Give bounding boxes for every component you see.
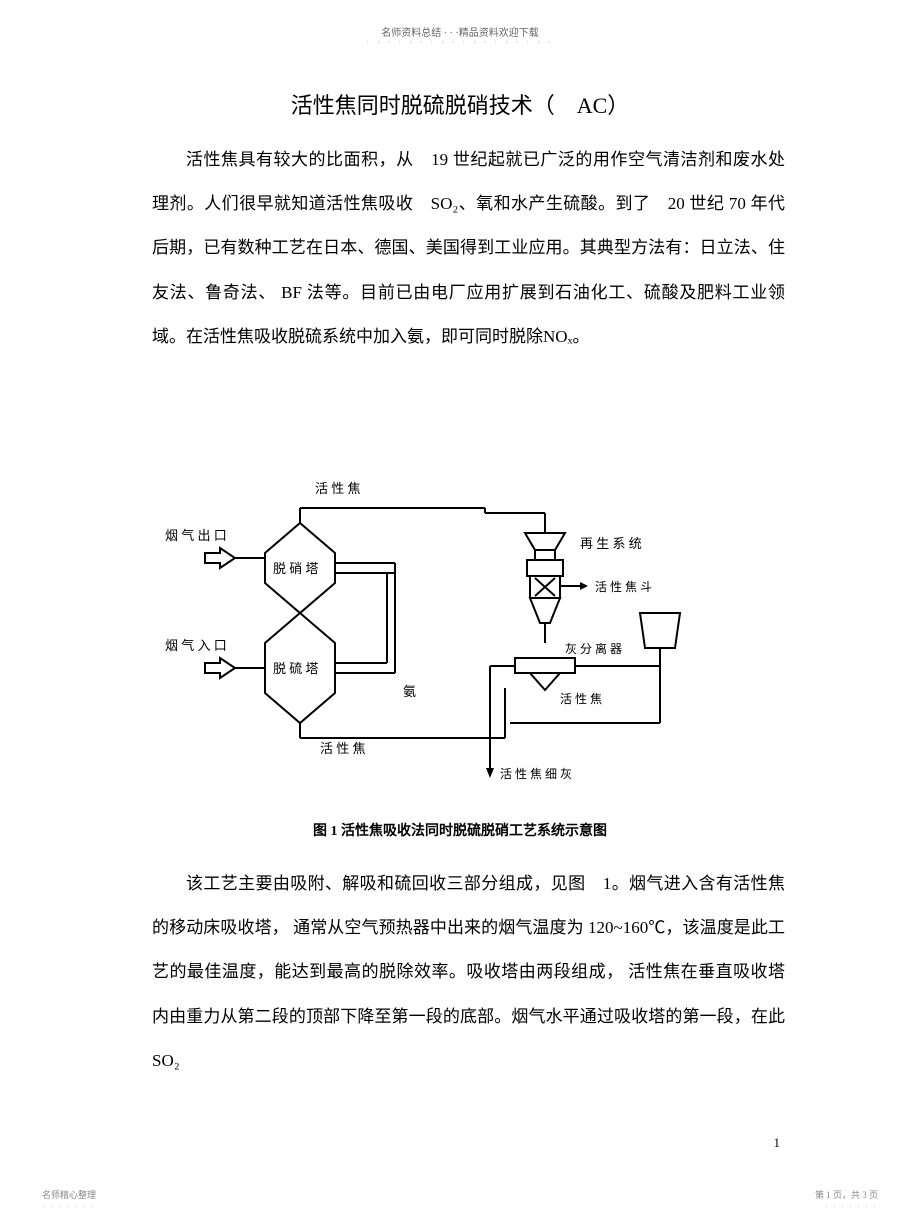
label-desox-tower: 脱 硫 塔 [273, 661, 319, 676]
label-ash-separator: 灰 分 离 器 [565, 641, 622, 656]
label-denox-tower: 脱 硝 塔 [273, 561, 319, 576]
label-regen-system: 再 生 系 统 [580, 536, 642, 551]
document-title: 活性焦同时脱硫脱硝技术（ AC） [0, 88, 920, 120]
label-active-coke-bottom: 活 性 焦 [320, 741, 366, 756]
header-dots: · · · · · · · · · · · · · · · · · · [0, 38, 920, 47]
footer-right-dots: · · · · · · · [825, 1203, 878, 1211]
label-coke-hopper: 活 性 焦 斗 [595, 580, 652, 594]
diagram-caption: 图 1 活性焦吸收法同时脱硫脱硝工艺系统示意图 [0, 820, 920, 840]
footer-left: 名师精心整理 [42, 1188, 96, 1201]
footer-right: 第 1 页，共 3 页 [815, 1188, 878, 1201]
paragraph-1: 活性焦具有较大的比面积，从 19 世纪起就已广泛的用作空气清洁剂和废水处理剂。人… [152, 138, 785, 359]
label-active-coke-mid: 活 性 焦 [560, 692, 602, 706]
label-ammonia: 氨 [403, 684, 416, 699]
label-gas-in: 烟 气 入 口 [165, 638, 227, 653]
header-text: 名师资料总结 · · ·精品资料欢迎下载 [0, 24, 920, 39]
hopper-shape [640, 613, 680, 648]
page-number-inline: 1 [774, 1135, 781, 1151]
process-diagram: 活 性 焦 烟 气 出 口 脱 硝 塔 烟 气 入 口 脱 硫 塔 [165, 478, 725, 783]
paragraph-2: 该工艺主要由吸附、解吸和硫回收三部分组成，见图 1。烟气进入含有活性焦的移动床吸… [152, 862, 785, 1083]
label-gas-out: 烟 气 出 口 [165, 528, 227, 543]
label-active-coke-top: 活 性 焦 [315, 481, 361, 496]
label-fine-ash: 活 性 焦 细 灰 [500, 767, 572, 781]
footer-left-dots: · · · · · · · [42, 1203, 95, 1211]
